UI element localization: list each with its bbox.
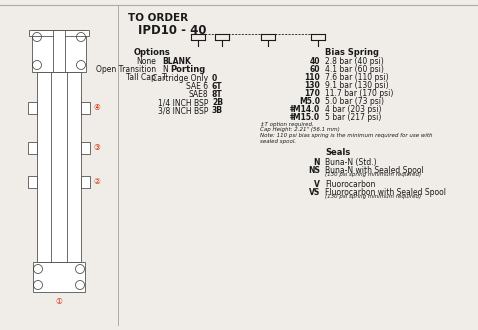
Text: ④: ④: [93, 104, 100, 113]
Bar: [33, 262, 85, 292]
Text: Buna-N (Std.): Buna-N (Std.): [325, 158, 377, 167]
Text: Open Transition: Open Transition: [96, 65, 156, 74]
Text: N: N: [162, 65, 168, 74]
Bar: [32, 30, 86, 72]
Text: ‡M14.0: ‡M14.0: [290, 105, 320, 114]
Text: 2.8 bar (40 psi): 2.8 bar (40 psi): [325, 57, 384, 66]
Text: 4.1 bar (60 psi): 4.1 bar (60 psi): [325, 65, 384, 74]
Bar: [28, 142, 37, 154]
Text: ②: ②: [93, 178, 100, 186]
Bar: [37, 72, 81, 262]
Text: Options: Options: [134, 48, 170, 57]
Text: SAE 6: SAE 6: [186, 82, 208, 91]
Text: ③: ③: [93, 144, 100, 152]
Text: BLANK: BLANK: [162, 57, 191, 66]
Bar: [51, 72, 67, 262]
Text: 170: 170: [304, 89, 320, 98]
Text: 1/4 INCH BSP: 1/4 INCH BSP: [158, 98, 208, 107]
Text: 110: 110: [304, 73, 320, 82]
Bar: [28, 102, 37, 114]
Text: 3B: 3B: [212, 106, 223, 115]
Bar: [81, 176, 90, 188]
Bar: [29, 30, 89, 36]
Text: 130: 130: [304, 81, 320, 90]
Text: 3/8 INCH BSP: 3/8 INCH BSP: [158, 106, 208, 115]
Text: Buna-N with Sealed Spool: Buna-N with Sealed Spool: [325, 166, 424, 175]
Text: 7.6 bar (110 psi): 7.6 bar (110 psi): [325, 73, 389, 82]
Text: 11.7 bar (170 psi): 11.7 bar (170 psi): [325, 89, 393, 98]
Text: Bias Spring: Bias Spring: [325, 48, 379, 57]
Bar: [53, 30, 65, 72]
Text: NS: NS: [308, 166, 320, 175]
Text: ‡M15.0: ‡M15.0: [290, 113, 320, 122]
Text: ‡ T option required.: ‡ T option required.: [260, 122, 314, 127]
Text: M5.0: M5.0: [299, 97, 320, 106]
Text: IPD10 - 40: IPD10 - 40: [138, 24, 206, 37]
Text: SAE8: SAE8: [188, 90, 208, 99]
Text: 40: 40: [309, 57, 320, 66]
Text: 9.1 bar (130 psi): 9.1 bar (130 psi): [325, 81, 389, 90]
Bar: [81, 102, 90, 114]
Text: 6T: 6T: [212, 82, 223, 91]
Text: Porting: Porting: [171, 65, 206, 74]
Bar: [81, 142, 90, 154]
Text: Tall Cap: Tall Cap: [126, 73, 156, 82]
Text: VS: VS: [309, 188, 320, 197]
Text: 8T: 8T: [212, 90, 223, 99]
Text: 5.0 bar (73 psi): 5.0 bar (73 psi): [325, 97, 384, 106]
Text: 60: 60: [309, 65, 320, 74]
Text: 0: 0: [212, 74, 217, 83]
Text: V: V: [314, 180, 320, 189]
Text: Seals: Seals: [325, 148, 350, 157]
Text: T: T: [162, 73, 167, 82]
Text: Fluorocarbon: Fluorocarbon: [325, 180, 375, 189]
Text: 4 bar (203 psi): 4 bar (203 psi): [325, 105, 381, 114]
Text: TO ORDER: TO ORDER: [128, 13, 188, 23]
Text: N: N: [314, 158, 320, 167]
Text: (130 psi spring minimum required): (130 psi spring minimum required): [325, 172, 421, 177]
Text: Cartridge Only: Cartridge Only: [152, 74, 208, 83]
Bar: [28, 176, 37, 188]
Text: sealed spool.: sealed spool.: [260, 139, 296, 144]
Text: ①: ①: [55, 297, 63, 306]
Text: 5 bar (217 psi): 5 bar (217 psi): [325, 113, 381, 122]
Text: Fluorocarbon with Sealed Spool: Fluorocarbon with Sealed Spool: [325, 188, 446, 197]
Text: Cap Height: 2.21" (56.1 mm): Cap Height: 2.21" (56.1 mm): [260, 127, 340, 133]
Text: Note: 110 psi bias spring is the minimum required for use with: Note: 110 psi bias spring is the minimum…: [260, 133, 433, 138]
Text: None: None: [136, 57, 156, 66]
Text: 2B: 2B: [212, 98, 223, 107]
Text: (130 psi spring minimum required): (130 psi spring minimum required): [325, 194, 421, 199]
